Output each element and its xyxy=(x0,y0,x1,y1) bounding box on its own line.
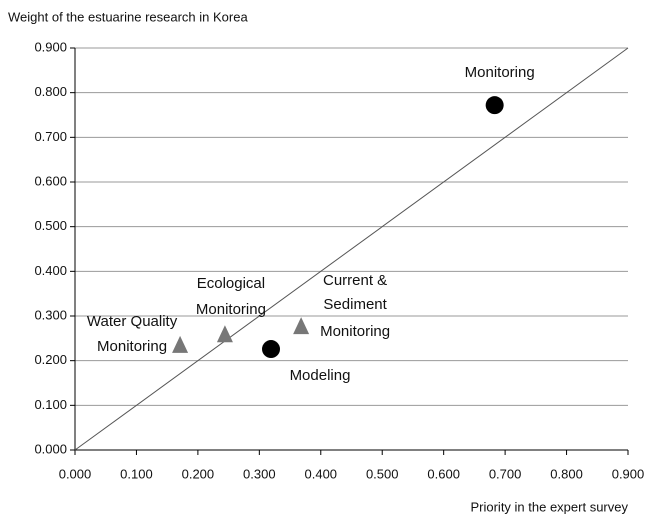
point-label: Monitoring xyxy=(465,64,535,81)
y-tick-label: 0.700 xyxy=(34,129,67,144)
y-axis-title: Weight of the estuarine research in Kore… xyxy=(8,9,248,24)
x-tick-label: 0.300 xyxy=(243,466,276,481)
point xyxy=(216,325,233,343)
x-tick-label: 0.100 xyxy=(120,466,153,481)
x-tick-label: 0.400 xyxy=(305,466,338,481)
diagonal-line xyxy=(74,47,629,451)
x-tick-label: 0.900 xyxy=(612,466,645,481)
y-tick-label: 0.300 xyxy=(34,307,67,322)
x-tick-label: 0.000 xyxy=(59,466,92,481)
point-label: Ecological xyxy=(197,275,265,292)
point-label: Sediment xyxy=(323,296,387,313)
point xyxy=(293,317,310,335)
x-tick-label: 0.600 xyxy=(427,466,460,481)
x-tick-label: 0.800 xyxy=(550,466,583,481)
y-tick-label: 0.600 xyxy=(34,173,67,188)
y-tick-label: 0.100 xyxy=(34,397,67,412)
y-tick-label: 0.800 xyxy=(34,84,67,99)
x-axis-title: Priority in the expert survey xyxy=(470,499,628,514)
y-tick-label: 0.400 xyxy=(34,263,67,278)
point-label: Current & xyxy=(323,272,387,289)
x-tick-label: 0.200 xyxy=(182,466,215,481)
y-tick-label: 0.500 xyxy=(34,218,67,233)
y-tick-label: 0.900 xyxy=(34,39,67,54)
point xyxy=(485,96,504,115)
y-tick-label: 0.000 xyxy=(34,441,67,456)
point-label: Modeling xyxy=(290,367,351,384)
point-label: Monitoring xyxy=(97,338,167,355)
point-label: Water Quality xyxy=(87,313,178,330)
point xyxy=(262,340,281,359)
x-tick-label: 0.700 xyxy=(489,466,522,481)
point-label: Monitoring xyxy=(196,301,266,318)
x-tick-label: 0.500 xyxy=(366,466,399,481)
point-label: Monitoring xyxy=(320,323,390,340)
point xyxy=(172,335,189,353)
y-tick-label: 0.200 xyxy=(34,352,67,367)
